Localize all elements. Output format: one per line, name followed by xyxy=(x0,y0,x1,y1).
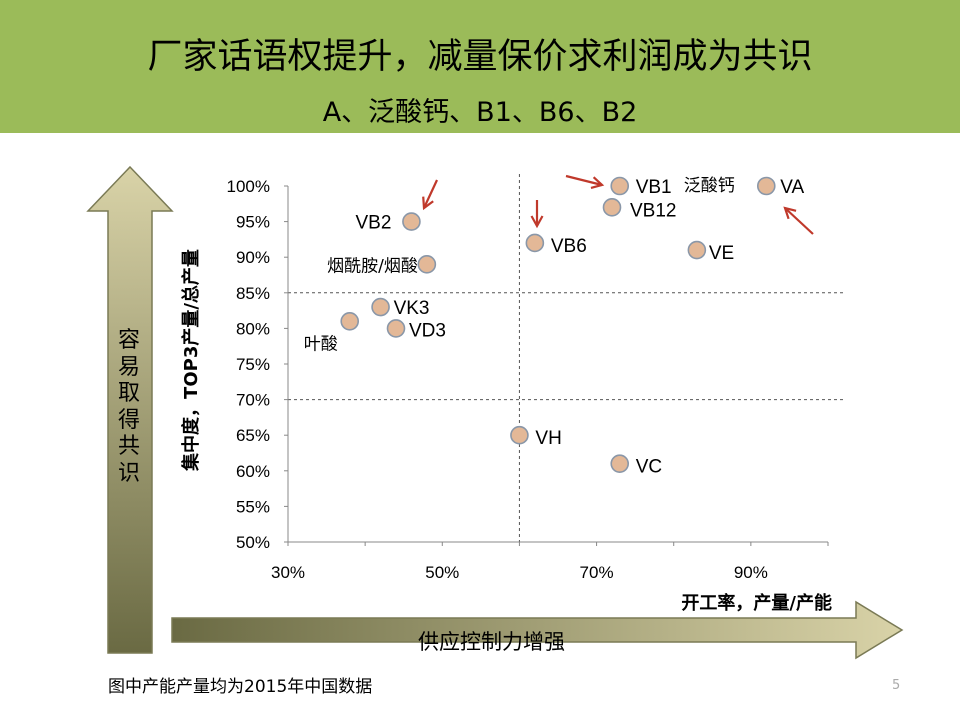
x-tick-label: 90% xyxy=(734,563,768,582)
point-label: VA xyxy=(780,177,804,198)
data-point-vb2 xyxy=(402,212,421,231)
point-label: VB6 xyxy=(551,236,587,257)
data-point-va xyxy=(756,176,776,196)
y-axis-title: 集中度，TOP3产量/总产量 xyxy=(180,249,202,472)
point-label: VD3 xyxy=(409,320,446,341)
data-point-vd3 xyxy=(386,319,406,338)
point-label: VK3 xyxy=(394,298,430,319)
annotation-arrowhead xyxy=(590,176,605,189)
y-tick-label: 95% xyxy=(236,213,270,232)
data-point-vb1 xyxy=(610,176,630,196)
data-point-ve xyxy=(687,240,707,260)
slide-subtitle: A、泛酸钙、B1、B6、B2 xyxy=(322,97,638,128)
y-tick-label: 60% xyxy=(236,462,270,481)
data-point-烟酰胺/烟酸 xyxy=(417,255,437,274)
point-label: 烟酰胺/烟酸 xyxy=(327,256,418,276)
consensus-arrow-icon xyxy=(86,166,174,654)
data-point-vh xyxy=(510,425,529,445)
y-tick-label: 75% xyxy=(236,355,270,374)
point-label: VB1 xyxy=(636,177,672,198)
annotation-arrowhead xyxy=(783,206,797,220)
y-tick-label: 65% xyxy=(236,426,270,445)
point-label: VB2 xyxy=(356,213,392,234)
point-label: VE xyxy=(709,243,734,264)
point-label: 泛酸钙 xyxy=(684,176,735,196)
y-tick-label: 50% xyxy=(236,533,270,552)
data-point-vb12 xyxy=(602,198,622,217)
point-label: VC xyxy=(636,457,662,478)
annotation-arrow xyxy=(784,207,814,235)
x-axis-title: 开工率，产量/产能 xyxy=(681,592,832,614)
x-tick-label: 70% xyxy=(580,563,614,582)
y-tick-label: 100% xyxy=(227,177,270,196)
x-tick-label: 30% xyxy=(271,563,305,582)
footnote: 图中产能产量均为2015年中国数据 xyxy=(108,677,373,697)
y-tick-label: 85% xyxy=(236,284,270,303)
page-number: 5 xyxy=(892,678,901,693)
data-point-vc xyxy=(610,454,630,473)
data-point-vb6 xyxy=(525,233,545,253)
y-tick-label: 80% xyxy=(236,319,270,338)
data-point-vk3 xyxy=(371,297,390,317)
annotation-arrow xyxy=(565,174,603,187)
x-tick-label: 50% xyxy=(425,563,459,582)
annotation-arrowhead xyxy=(422,196,434,211)
point-label: VH xyxy=(535,428,561,449)
supply-control-label: 供应控制力增强 xyxy=(418,630,565,654)
consensus-label: 容易取得共识 xyxy=(117,328,140,486)
supply-control-arrow-icon xyxy=(171,600,904,660)
annotation-arrowhead xyxy=(530,215,544,229)
y-tick-label: 70% xyxy=(236,391,270,410)
slide-title: 厂家话语权提升，减量保价求利润成为共识 xyxy=(147,37,813,77)
annotation-arrow xyxy=(423,179,438,209)
point-label: VB12 xyxy=(630,200,676,221)
data-point-叶酸 xyxy=(340,311,360,331)
y-tick-label: 55% xyxy=(236,497,270,516)
point-label: 叶酸 xyxy=(304,334,338,354)
y-tick-label: 90% xyxy=(236,248,270,267)
header-banner: 厂家话语权提升，减量保价求利润成为共识 A、泛酸钙、B1、B6、B2 xyxy=(0,0,960,133)
